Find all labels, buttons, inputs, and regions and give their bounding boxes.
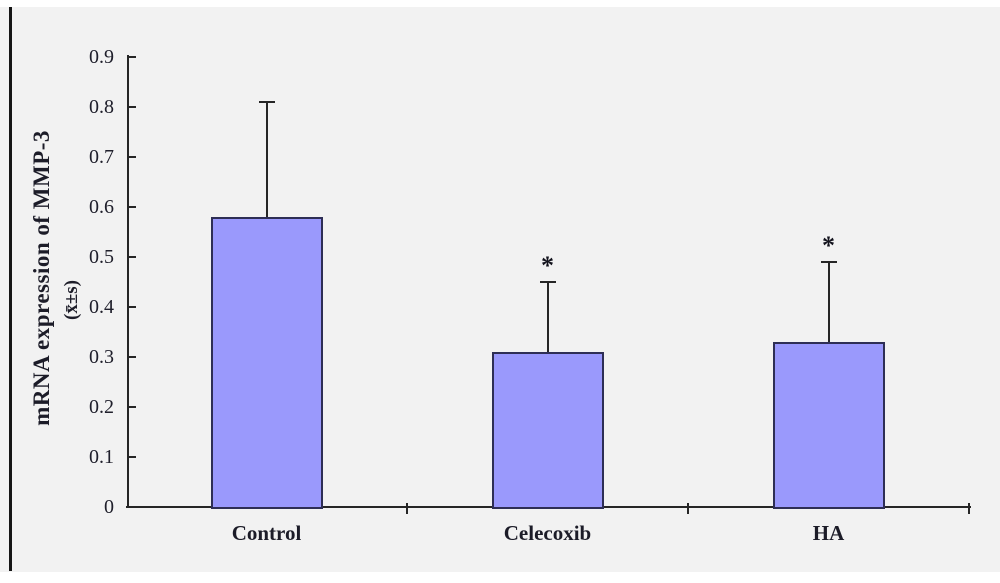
y-tick-label: 0.7 (89, 146, 114, 168)
y-axis-line (127, 55, 129, 508)
y-tick-mark (129, 356, 136, 358)
y-tick-mark (129, 56, 136, 58)
y-tick-label: 0.3 (89, 346, 114, 368)
significance-marker: * (822, 231, 835, 260)
y-tick-mark (129, 306, 136, 308)
y-tick-mark (129, 156, 136, 158)
y-tick-label: 0.4 (89, 296, 114, 318)
x-tick-mark (968, 503, 970, 514)
y-tick-label: 0.6 (89, 196, 114, 218)
y-tick-label: 0.1 (89, 446, 114, 468)
error-bar-cap (258, 101, 275, 103)
y-tick-label: 0.8 (89, 96, 114, 118)
category-label: Control (231, 521, 302, 545)
y-tick-mark (129, 406, 136, 408)
y-axis-title: mRNA expression of MMP-3 (29, 130, 54, 426)
x-tick-mark (687, 503, 689, 514)
bar (491, 352, 604, 509)
y-tick-mark (129, 206, 136, 208)
y-tick-mark (129, 106, 136, 108)
y-tick-label: 0.2 (89, 396, 114, 418)
category-label: Celecoxib (503, 521, 592, 545)
error-bar-line (265, 102, 268, 217)
x-tick-mark (406, 503, 408, 514)
y-tick-label: 0.9 (89, 46, 114, 68)
significance-marker: * (541, 251, 554, 280)
y-tick-label: 0 (104, 496, 114, 518)
y-tick-label: 0.5 (89, 246, 114, 268)
bar (772, 342, 885, 509)
category-label: HA (812, 521, 845, 545)
y-tick-mark (129, 256, 136, 258)
error-bar-line (546, 282, 549, 352)
error-bar-line (827, 262, 830, 342)
error-bar-cap (820, 261, 837, 263)
error-bar-cap (539, 281, 556, 283)
left-border-rule (9, 7, 12, 571)
bar (210, 217, 323, 509)
y-tick-mark (129, 456, 136, 458)
